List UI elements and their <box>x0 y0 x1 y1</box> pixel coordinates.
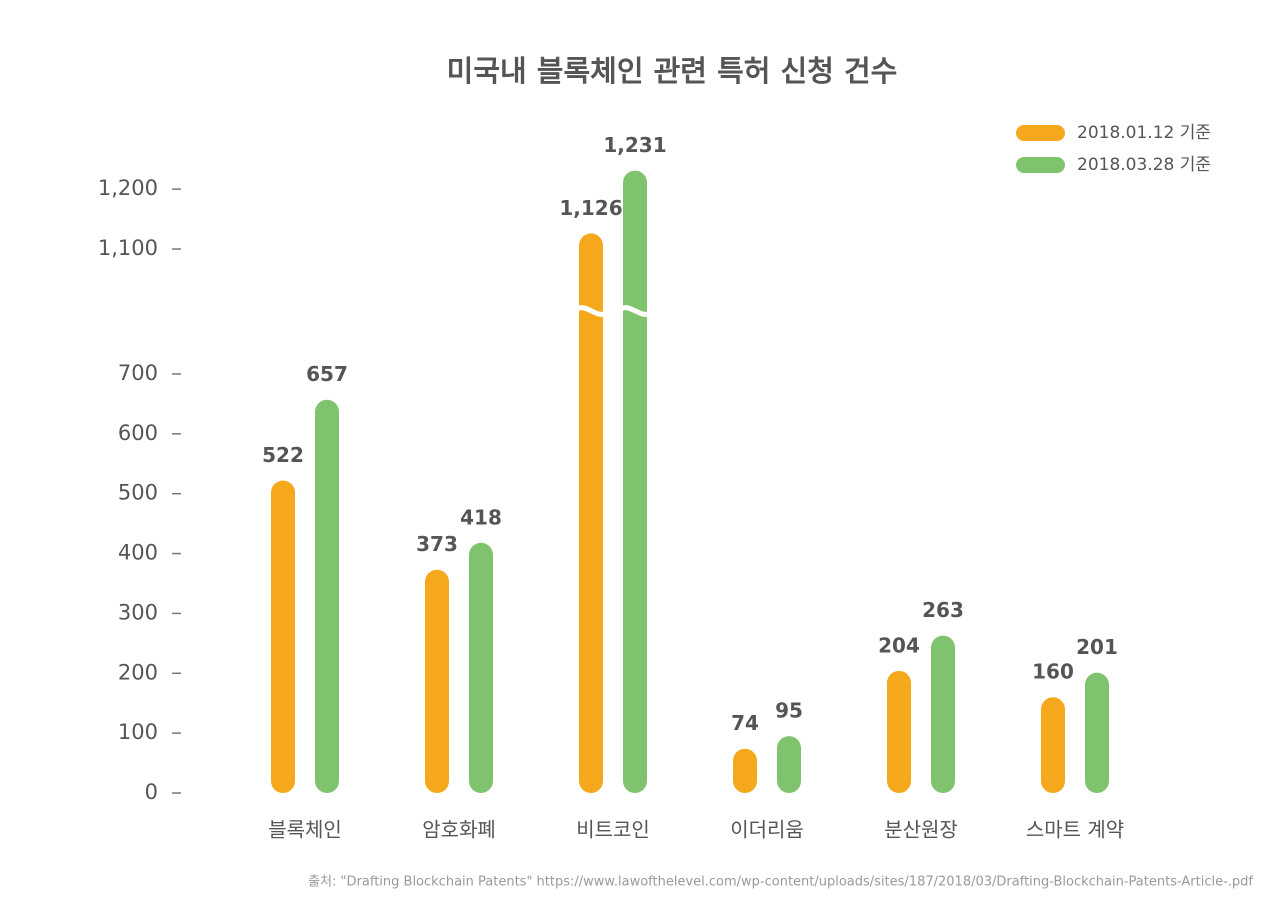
legend-swatch <box>1016 157 1065 173</box>
value-label: 1,126 <box>559 196 622 220</box>
bar <box>469 542 493 793</box>
legend-label: 2018.01.12 기준 <box>1077 123 1211 143</box>
bar <box>887 670 911 793</box>
y-tick-label: 0 <box>145 780 158 804</box>
value-label: 418 <box>460 505 502 529</box>
value-label: 95 <box>775 699 803 723</box>
y-tick-label: 300 <box>118 600 158 624</box>
bar <box>1041 697 1065 793</box>
x-tick-label: 스마트 계약 <box>1026 818 1124 842</box>
bar <box>271 480 295 793</box>
x-tick-label: 비트코인 <box>576 818 650 842</box>
bar <box>623 170 647 794</box>
y-tick-label: 700 <box>118 361 158 385</box>
bar <box>931 635 955 793</box>
axis-break <box>617 305 653 317</box>
value-label: 263 <box>922 598 964 622</box>
value-label: 204 <box>878 633 920 657</box>
axis-break <box>573 305 609 317</box>
value-label: 657 <box>306 362 348 386</box>
bar <box>733 748 757 793</box>
value-label: 1,231 <box>603 133 666 157</box>
chart-title: 미국내 블록체인 관련 특허 신청 건수 <box>447 54 898 88</box>
y-tick-label: 200 <box>118 660 158 684</box>
bar <box>315 399 339 793</box>
source-note: 출처: "Drafting Blockchain Patents" https:… <box>308 875 1253 890</box>
value-label: 74 <box>731 711 759 735</box>
y-tick-label: 1,200 <box>98 176 158 200</box>
x-tick-label: 암호화폐 <box>422 818 496 842</box>
bar <box>425 569 449 793</box>
legend-label: 2018.03.28 기준 <box>1077 155 1211 175</box>
value-label: 373 <box>416 532 458 556</box>
bar <box>579 233 603 793</box>
y-tick-label: 500 <box>118 481 158 505</box>
y-tick-label: 100 <box>118 720 158 744</box>
x-tick-label: 분산원장 <box>884 818 958 842</box>
value-label: 522 <box>262 443 304 467</box>
bar <box>777 736 801 793</box>
value-label: 201 <box>1076 635 1118 659</box>
x-tick-label: 블록체인 <box>268 818 342 842</box>
y-tick-label: 400 <box>118 541 158 565</box>
x-tick-label: 이더리움 <box>730 818 804 842</box>
bar <box>1085 672 1109 793</box>
value-label: 160 <box>1032 660 1074 684</box>
y-tick-label: 1,100 <box>98 236 158 260</box>
legend-swatch <box>1016 125 1065 141</box>
y-tick-label: 600 <box>118 421 158 445</box>
